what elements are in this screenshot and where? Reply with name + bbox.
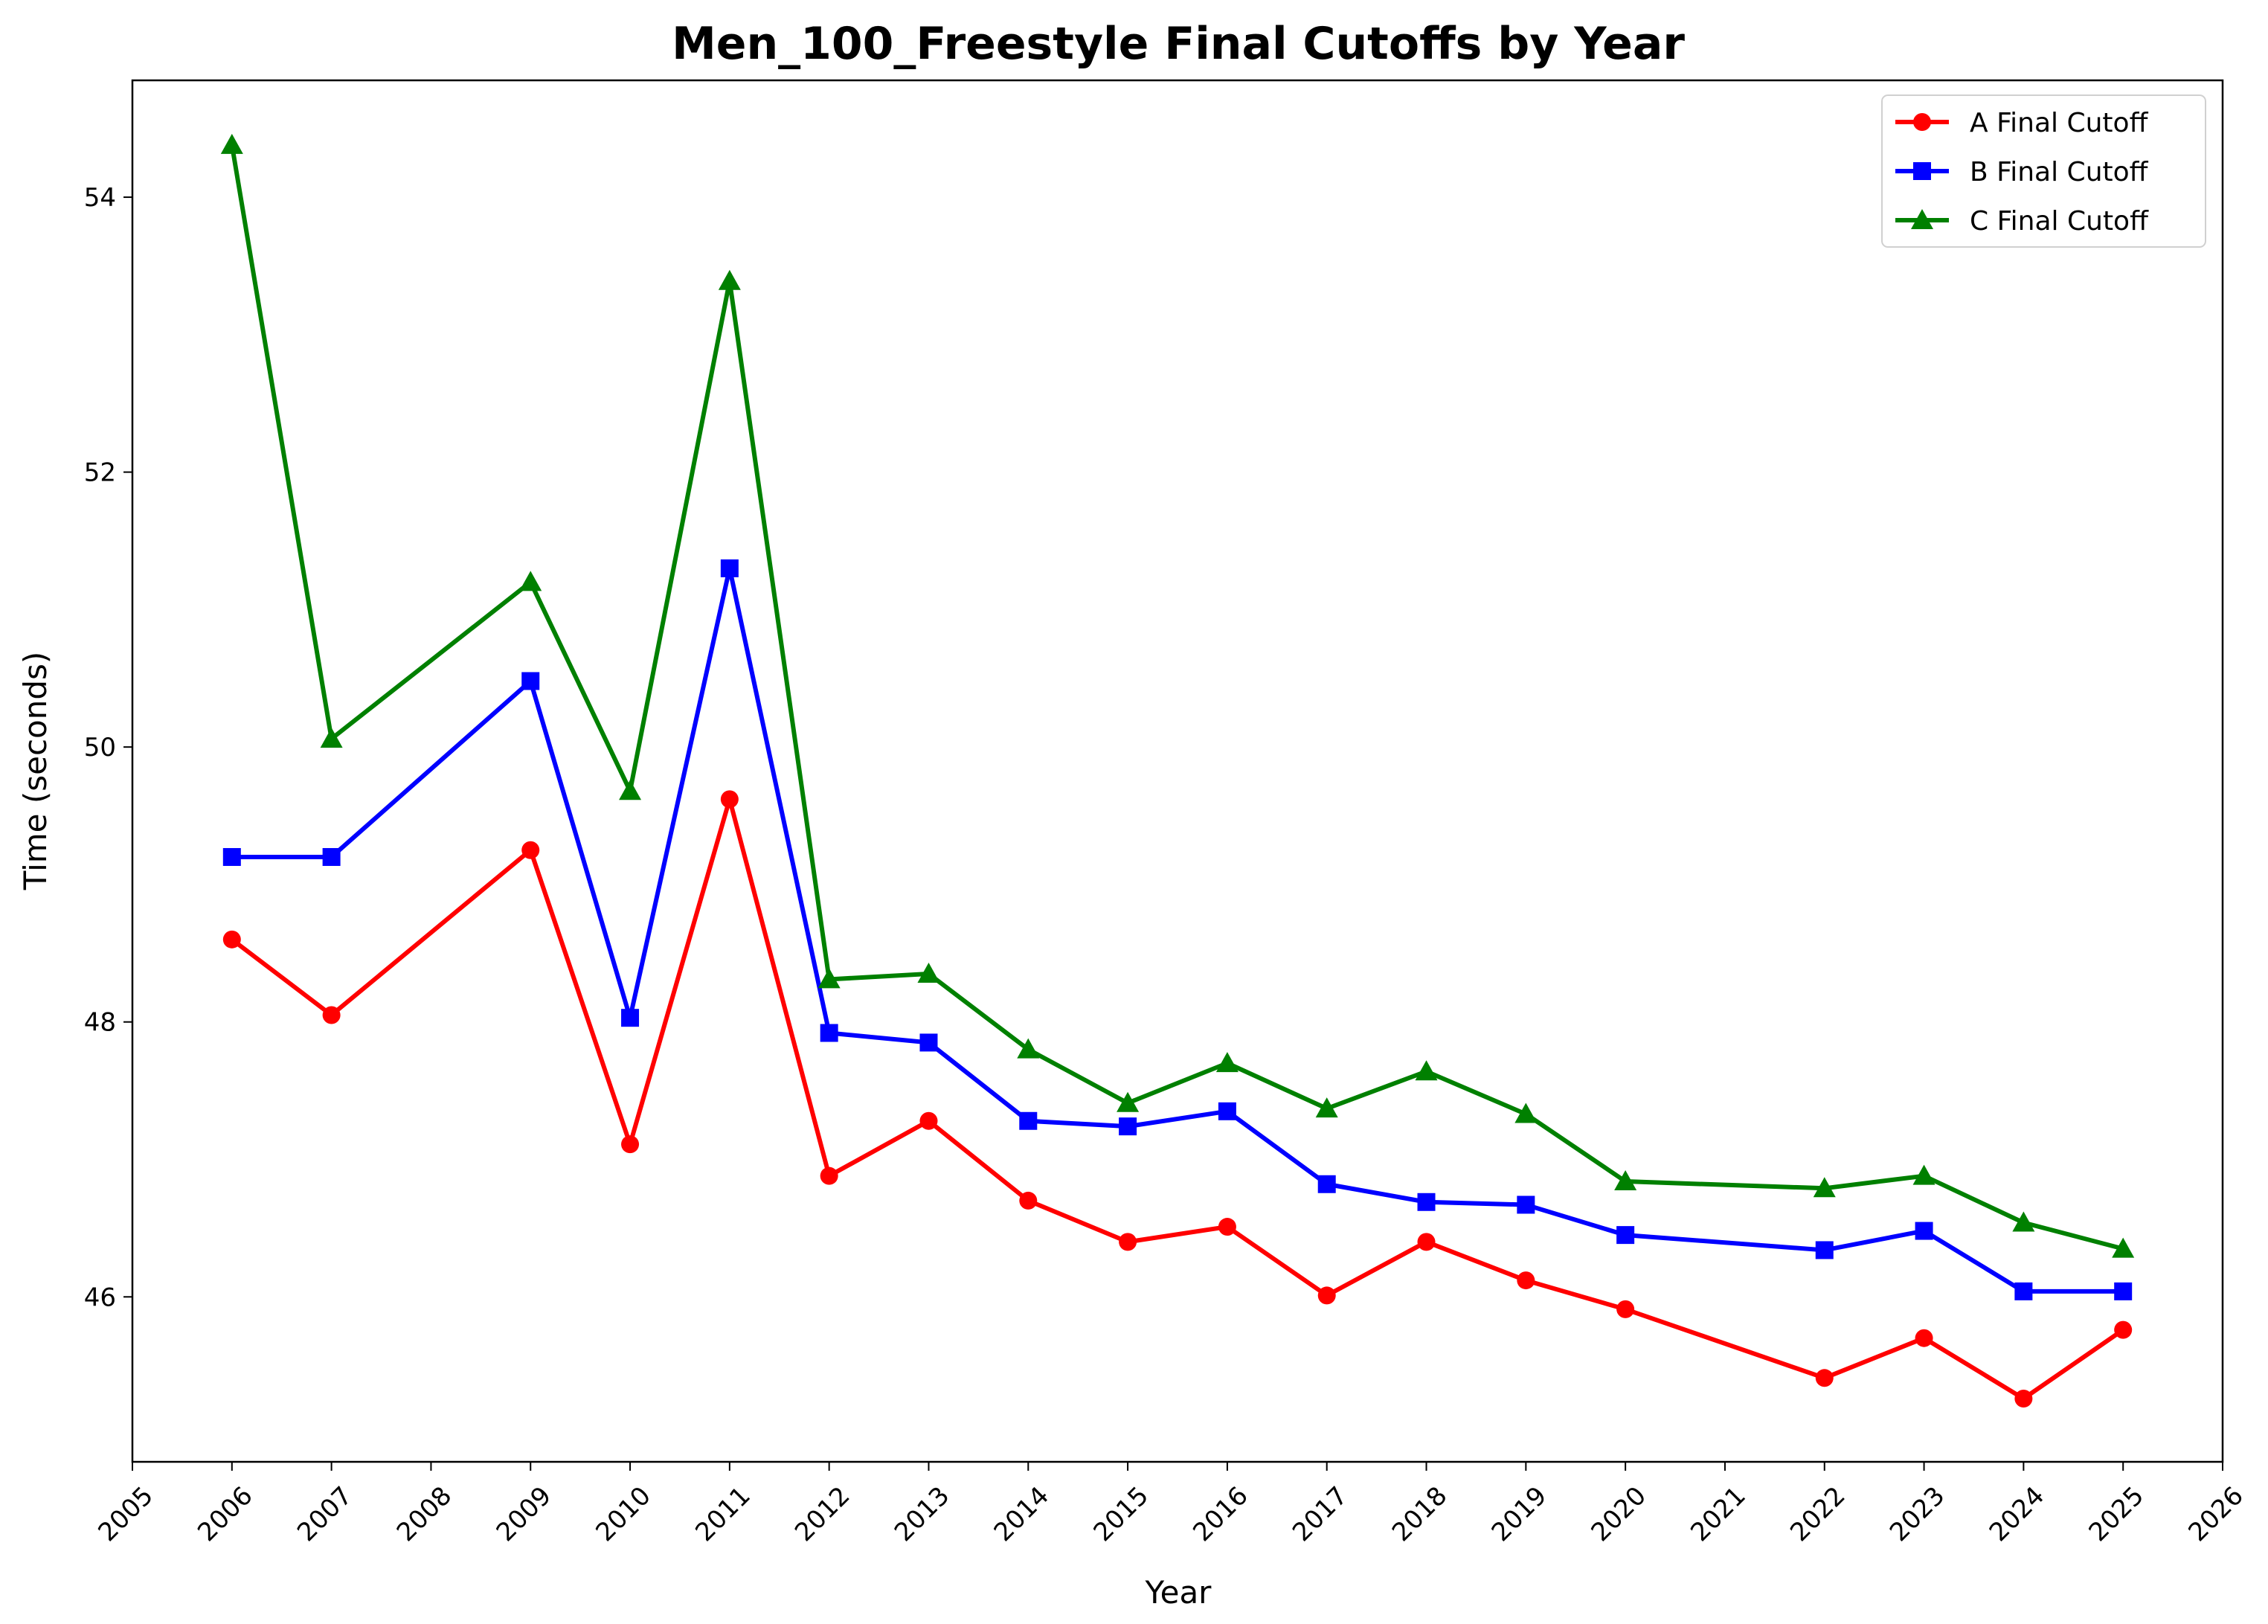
series-c-final-cutoff (220, 133, 2135, 1258)
data-point (1215, 1052, 1239, 1073)
data-point (1119, 1233, 1137, 1251)
y-tick-label: 48 (84, 1008, 116, 1038)
legend-marker (1913, 113, 1931, 131)
series-b-final-cutoff (222, 559, 2133, 1300)
data-point (1813, 1177, 1836, 1198)
data-point (1117, 1091, 1140, 1112)
data-point (1517, 1195, 1535, 1214)
data-point (1417, 1193, 1436, 1211)
data-point (2014, 1390, 2033, 1408)
data-point (1815, 1241, 1834, 1259)
data-point (222, 847, 241, 866)
data-point (2012, 1211, 2035, 1232)
data-point (320, 728, 343, 748)
legend-label: B Final Cutoff (1970, 157, 2149, 187)
data-point (1616, 1300, 1635, 1318)
data-point (222, 930, 241, 949)
series-line (230, 797, 2124, 1402)
data-point (1616, 1226, 1635, 1245)
data-point (1415, 1060, 1438, 1081)
data-point (917, 963, 940, 983)
data-point (1218, 1102, 1236, 1120)
data-point (718, 269, 741, 290)
y-tick-label: 46 (84, 1283, 116, 1312)
data-point (2014, 1282, 2033, 1300)
data-point (2114, 1282, 2133, 1300)
series-line (229, 144, 2124, 1251)
legend-entry: A Final Cutoff (1895, 108, 2149, 138)
legend-entry: C Final Cutoff (1895, 206, 2149, 237)
data-point (1218, 1218, 1236, 1236)
data-point (720, 790, 739, 809)
series-a-final-cutoff (222, 790, 2133, 1408)
data-point (1915, 1329, 1933, 1347)
data-point (1915, 1222, 1933, 1240)
data-point (1019, 1191, 1038, 1210)
data-point (919, 1033, 938, 1052)
data-point (1017, 1038, 1040, 1059)
data-point (1317, 1286, 1336, 1305)
y-tick-label: 50 (84, 733, 116, 763)
data-point (1317, 1175, 1336, 1193)
data-point (1514, 1103, 1538, 1123)
data-point (720, 559, 739, 577)
data-point (621, 1009, 640, 1027)
data-point (1815, 1369, 1834, 1387)
y-tick-label: 54 (84, 183, 116, 213)
x-axis-label: Year (1145, 1574, 1212, 1611)
data-point (1417, 1233, 1436, 1251)
y-tick-label: 52 (84, 458, 116, 488)
data-point (519, 571, 542, 591)
legend-label: A Final Cutoff (1970, 108, 2149, 138)
data-point (2112, 1237, 2135, 1258)
data-point (521, 841, 540, 859)
data-point (322, 1006, 341, 1024)
legend-entry: B Final Cutoff (1895, 157, 2149, 187)
data-point (1019, 1111, 1038, 1130)
legend: A Final Cutoff B Final Cutoff C Final Cuto… (1881, 94, 2206, 248)
data-point (1119, 1117, 1137, 1136)
data-point (220, 133, 243, 154)
data-point (1517, 1271, 1535, 1290)
data-point (322, 847, 341, 866)
chart-title: Men_100_Freestyle Final Cutoffs by Year (672, 18, 1685, 70)
data-point (820, 1024, 838, 1042)
legend-marker (1913, 162, 1931, 180)
data-point (1912, 1164, 1935, 1185)
legend-box (1881, 94, 2206, 248)
series-line (231, 565, 2124, 1294)
data-point (1614, 1170, 1637, 1191)
data-point (820, 1166, 838, 1185)
legend-marker (1911, 209, 1933, 229)
data-point (817, 968, 841, 989)
data-point (619, 780, 642, 800)
plot-frame (131, 79, 2224, 1463)
y-axis-label: Time (seconds) (17, 652, 54, 891)
data-point (621, 1135, 640, 1154)
data-point (1315, 1097, 1338, 1118)
data-point (521, 672, 540, 690)
legend-label: C Final Cutoff (1970, 206, 2149, 237)
data-point (919, 1111, 938, 1130)
data-point (2114, 1320, 2133, 1339)
